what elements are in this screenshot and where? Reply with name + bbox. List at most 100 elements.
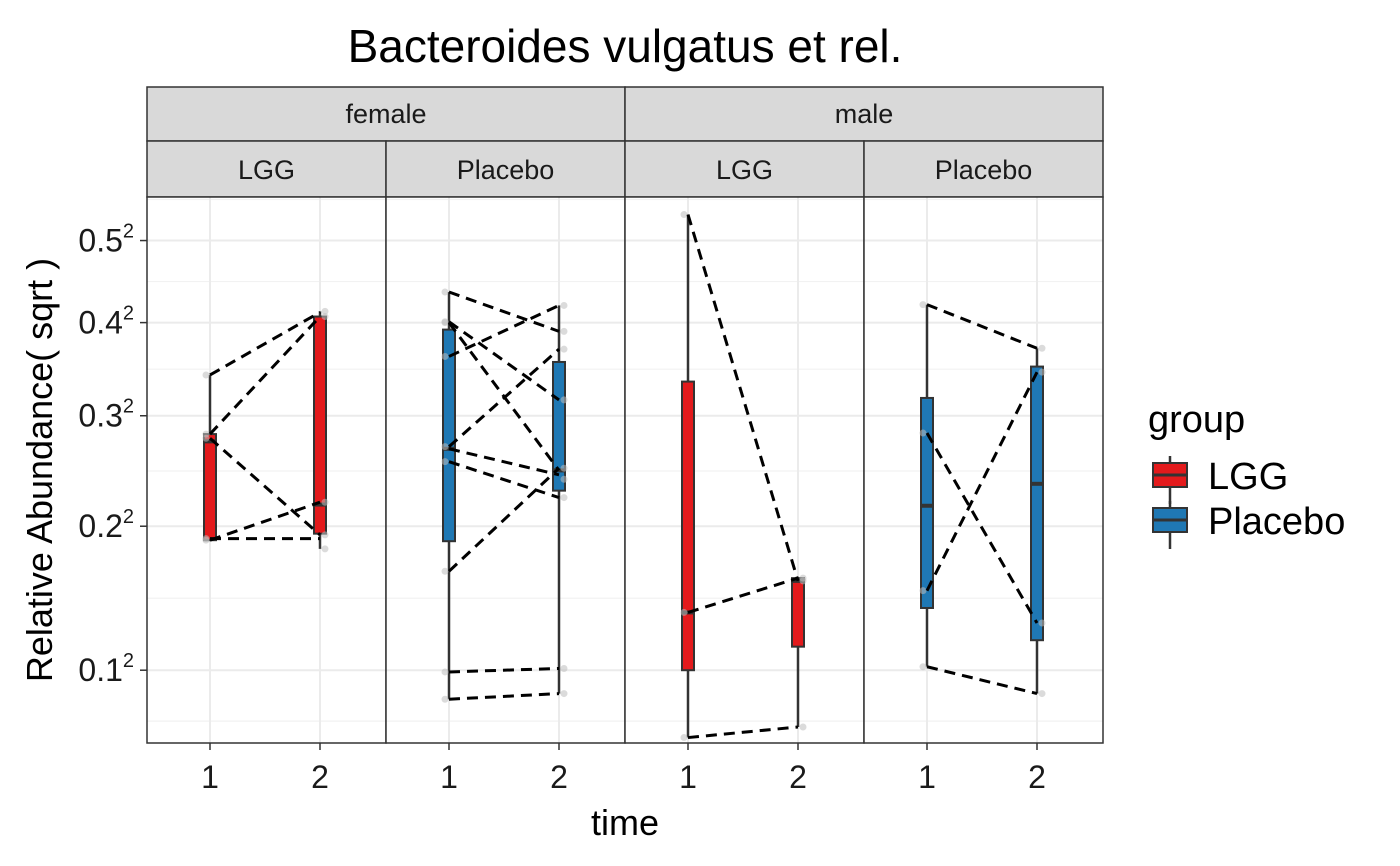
legend-label-LGG: LGG xyxy=(1208,456,1288,498)
data-point xyxy=(919,429,927,437)
data-point xyxy=(680,734,688,742)
x-tick-label: 1 xyxy=(201,759,219,795)
box-Placebo-time-1 xyxy=(920,304,934,667)
data-point xyxy=(560,327,568,335)
x-tick-label: 1 xyxy=(679,759,697,795)
data-point xyxy=(441,458,449,466)
pair-line xyxy=(448,460,560,499)
panel-female-Placebo xyxy=(385,196,626,744)
panel-male-Placebo xyxy=(863,196,1104,744)
y-axis: 0.12 0.22 0.32 0.42 0.52 xyxy=(78,221,147,688)
strip-label-LGG: LGG xyxy=(716,155,773,185)
data-point xyxy=(321,307,329,315)
x-axis-title: time xyxy=(591,802,659,843)
facet-strips: female male LGG Placebo LGG Placebo xyxy=(146,86,1104,198)
x-tick-label: 2 xyxy=(1028,759,1046,795)
data-point xyxy=(560,494,568,502)
y-tick-label: 0.12 xyxy=(78,650,134,688)
data-point xyxy=(1038,368,1046,376)
pair-line xyxy=(448,447,560,477)
data-point xyxy=(560,475,568,483)
data-point xyxy=(680,211,688,219)
box-Placebo-time-2 xyxy=(1030,348,1044,694)
x-tick-label: 1 xyxy=(918,759,936,795)
chart-title: Bacteroides vulgatus et rel. xyxy=(348,20,903,72)
box-body xyxy=(791,577,805,648)
pair-line xyxy=(209,500,321,542)
data-point xyxy=(441,318,449,326)
legend-key-LGG xyxy=(1152,456,1188,504)
pair-line xyxy=(448,692,560,701)
box-LGG-time-2 xyxy=(313,311,327,549)
strip-label-female: female xyxy=(345,99,426,129)
data-point xyxy=(202,430,210,438)
strip-male xyxy=(624,86,1104,142)
box-Placebo-time-1 xyxy=(442,291,456,700)
data-point xyxy=(321,531,329,539)
legend-label-Placebo: Placebo xyxy=(1208,501,1345,543)
data-point xyxy=(321,545,329,553)
data-point xyxy=(919,663,927,671)
pair-line xyxy=(448,304,560,358)
data-point xyxy=(321,313,329,321)
y-tick-label: 0.32 xyxy=(78,396,134,434)
y-axis-title: Relative Abundance( sqrt ) xyxy=(19,258,60,682)
data-point xyxy=(441,567,449,575)
data-point xyxy=(441,288,449,296)
data-point xyxy=(560,301,568,309)
x-axis: 1 2 1 2 1 2 1 2 xyxy=(201,743,1046,795)
strip-male-Placebo xyxy=(863,140,1104,198)
pair-line xyxy=(687,576,799,614)
box-LGG-time-2 xyxy=(791,577,805,727)
pair-line xyxy=(686,214,800,582)
strip-female-Placebo xyxy=(385,140,626,198)
pair-line xyxy=(448,320,560,402)
pair-line xyxy=(448,348,560,448)
data-point xyxy=(560,464,568,472)
x-tick-label: 2 xyxy=(550,759,568,795)
x-tick-label: 2 xyxy=(311,759,329,795)
pair-line xyxy=(209,437,321,537)
data-point xyxy=(919,301,927,309)
box-body xyxy=(681,380,695,672)
strip-female-LGG xyxy=(146,140,387,198)
data-point xyxy=(560,664,568,672)
data-point xyxy=(919,587,927,595)
pair-line xyxy=(926,303,1038,350)
pair-line xyxy=(209,310,321,377)
pair-line xyxy=(926,665,1038,696)
data-point xyxy=(560,345,568,353)
data-point xyxy=(441,352,449,360)
x-tick-label: 2 xyxy=(789,759,807,795)
data-point xyxy=(202,371,210,379)
data-point xyxy=(560,396,568,404)
panel-background xyxy=(864,197,1103,743)
pair-line xyxy=(448,666,560,674)
data-point xyxy=(1038,344,1046,352)
legend-key-Placebo xyxy=(1152,501,1188,549)
strip-female xyxy=(146,86,626,142)
box-body xyxy=(203,433,217,542)
box-body xyxy=(442,328,456,543)
data-point xyxy=(799,723,807,731)
panel-background xyxy=(147,197,386,743)
data-point xyxy=(441,668,449,676)
facet-panels xyxy=(146,196,1104,744)
box-body xyxy=(552,360,566,492)
data-point xyxy=(441,443,449,451)
data-point xyxy=(1038,690,1046,698)
box-body xyxy=(1030,365,1044,642)
pair-line xyxy=(447,467,561,573)
data-point xyxy=(441,695,449,703)
box-body xyxy=(920,396,934,609)
panel-border xyxy=(863,196,1104,744)
pair-line xyxy=(208,315,322,436)
panel-background xyxy=(386,197,625,743)
legend-title: group xyxy=(1148,399,1245,441)
strip-label-male: male xyxy=(835,99,894,129)
y-tick-label: 0.42 xyxy=(78,303,134,341)
pair-line xyxy=(687,725,799,740)
strip-label-LGG: LGG xyxy=(238,155,295,185)
